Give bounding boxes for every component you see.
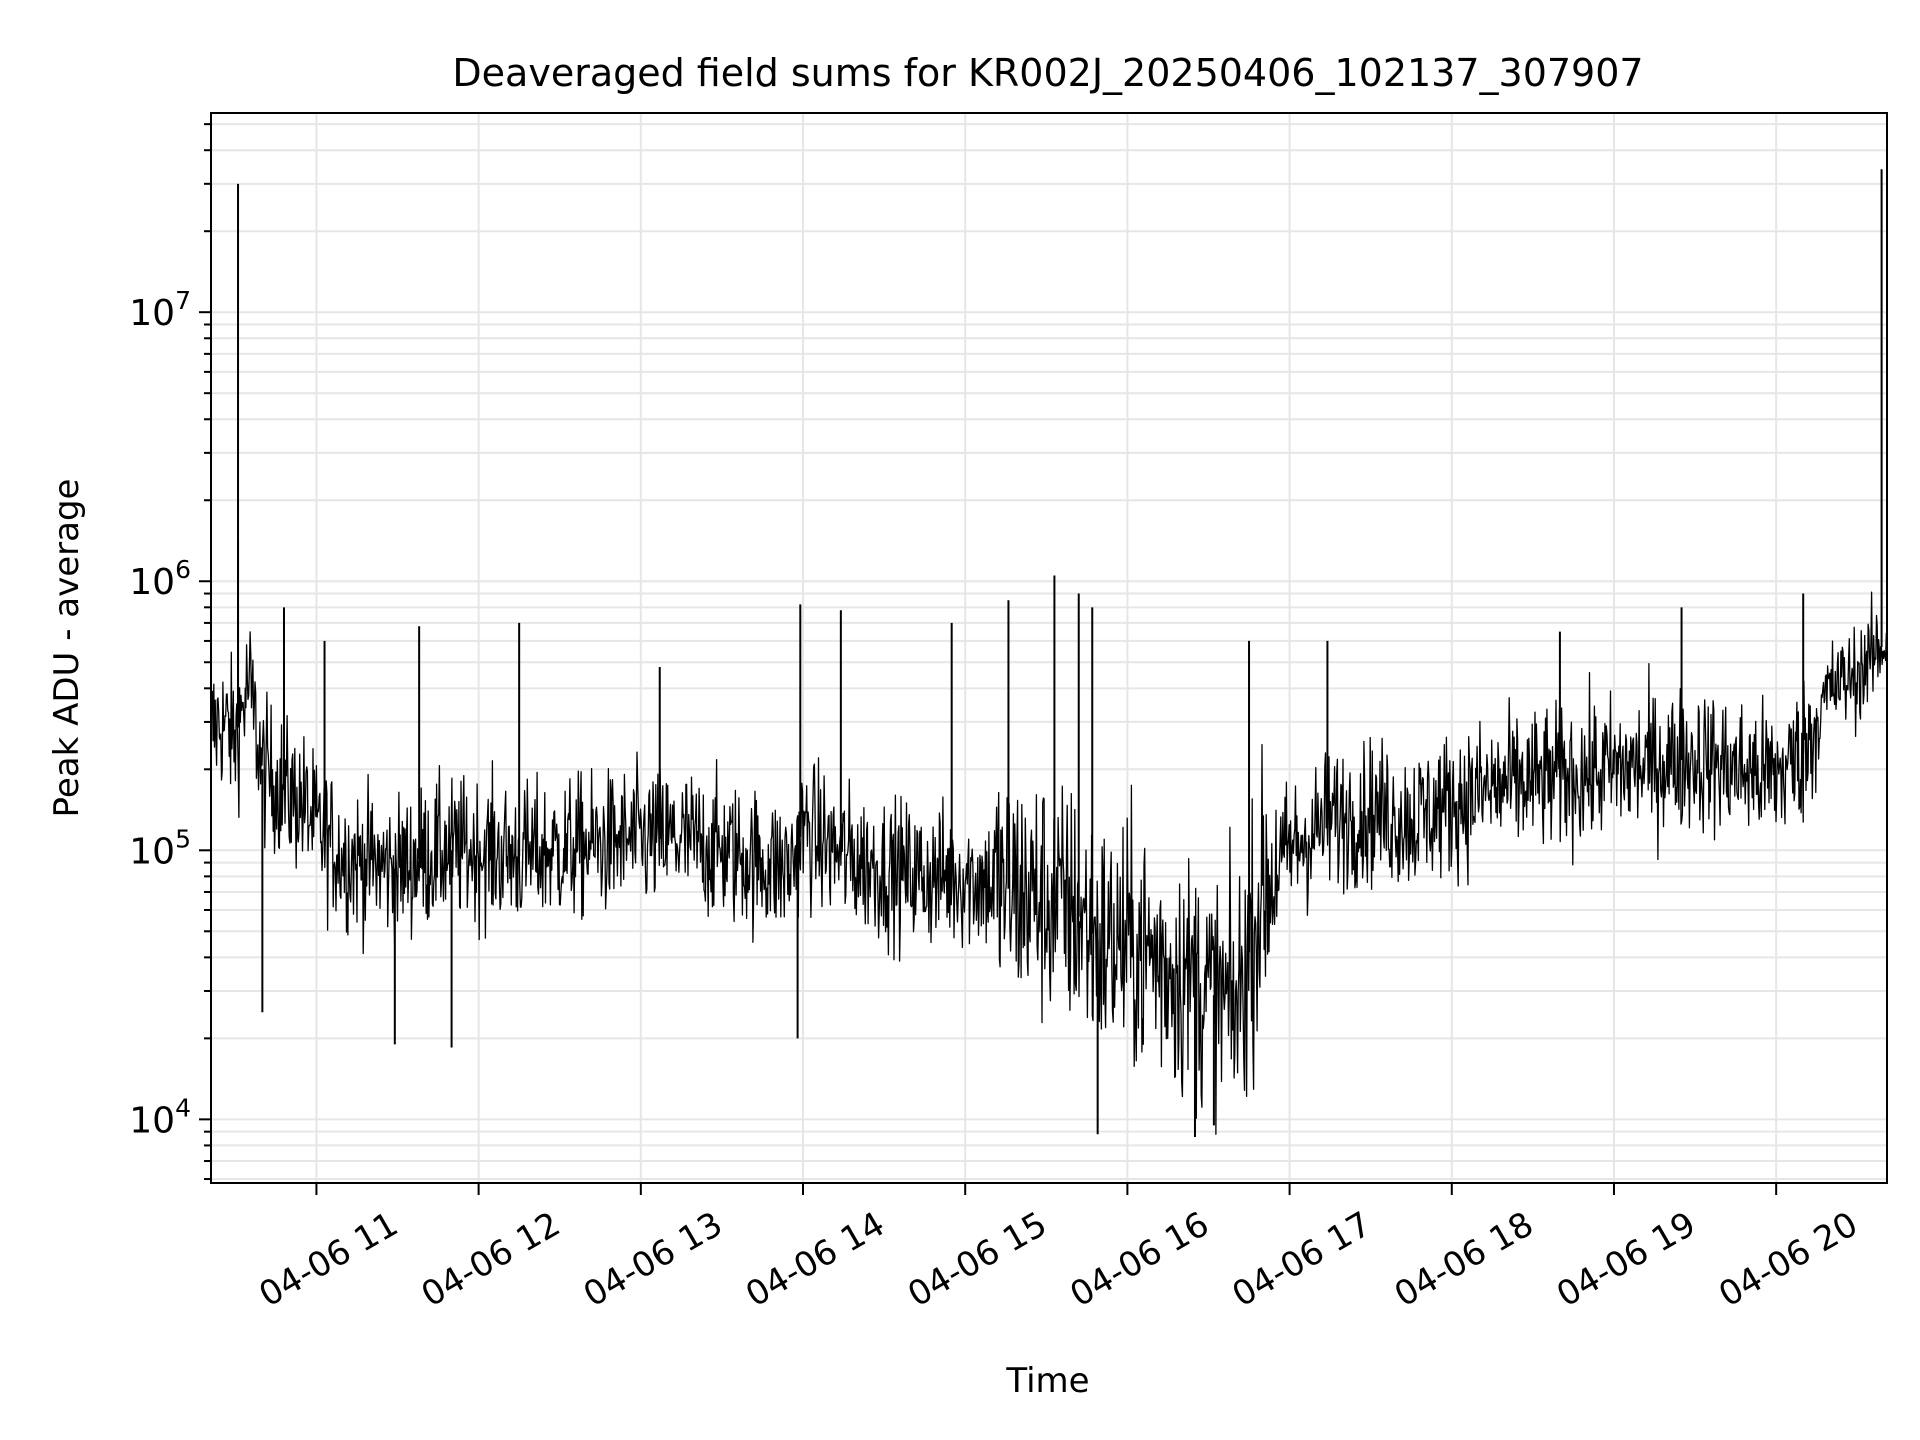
y-tick-label: 107: [129, 286, 191, 334]
grid: [211, 113, 1887, 1183]
y-axis-label: Peak ADU - average: [47, 479, 87, 818]
series-layer: [210, 169, 1888, 1137]
y-tick-label: 106: [129, 555, 191, 603]
y-tick-label: 105: [129, 824, 191, 872]
x-axis-label: Time: [1005, 1361, 1089, 1401]
y-axis: 104 105 106 107: [129, 123, 211, 1181]
plot-frame: [210, 112, 1888, 1184]
chart-title: Deaveraged field sums for KR002J_2025040…: [452, 51, 1643, 95]
y-tick-label: 104: [129, 1093, 191, 1141]
series-line: [210, 591, 1888, 1135]
